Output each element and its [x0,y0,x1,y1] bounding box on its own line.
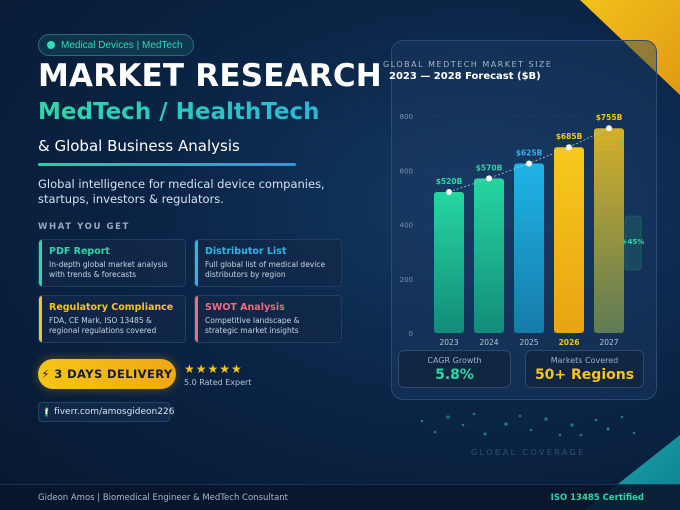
card-accent [39,240,42,286]
divider [38,163,296,166]
trend-point [566,144,572,151]
rating-stars-icon: ★★★★★ [184,362,243,376]
delivery-badge: ⚡ 3 DAYS DELIVERY [38,359,176,389]
card-accent [195,240,198,286]
fiverr-url: fiverr.com/amosgideon226 [54,407,175,417]
card-regulatory-compliance: Regulatory Compliance FDA, CE Mark, ISO … [38,295,186,343]
category-badge-label: Medical Devices | MedTech [61,39,183,51]
category-badge: Medical Devices | MedTech [38,34,194,56]
card-swot-analysis: SWOT Analysis Competitive landscape & st… [194,295,342,343]
growth-box [624,215,642,271]
bar-2027 [594,128,624,333]
card-desc: FDA, CE Mark, ISO 13485 & regional regul… [49,316,157,335]
trend-point [606,125,612,132]
x-tick-label: 2026 [559,338,580,345]
status-dot-icon [47,41,55,49]
arrow-up-icon: ↑ [619,139,626,148]
y-tick-label: 800 [400,113,413,121]
cagr-box: CAGR Growth 5.8% [398,350,511,388]
description: Global intelligence for medical device c… [38,177,325,206]
y-tick-label: 200 [400,276,413,284]
trend-point [446,188,452,195]
footer: Gideon Amos | Biomedical Engineer & MedT… [0,484,680,510]
fiverr-link[interactable]: f fiverr.com/amosgideon226 [38,402,174,422]
bar-chart: 0 200 400 600 800 $520B 2023 $570B 2024 $625B 2025… [400,113,645,345]
y-tick-label: 400 [400,222,413,230]
fiverr-icon: f [45,407,49,417]
data-label: $520B [436,177,463,186]
data-label: $625B [516,148,543,157]
card-accent [39,296,42,342]
card-title: PDF Report [49,246,110,257]
card-desc: Competitive landscape & strategic market… [205,316,300,335]
card-pdf-report: PDF Report In-depth global market analys… [38,239,186,287]
page-title: MARKET RESEARCH [38,58,382,94]
data-label: $685B [556,132,583,141]
trend-point [486,175,492,182]
card-desc: In-depth global market analysis with tre… [49,260,168,279]
x-tick-label: 2027 [599,338,618,345]
page-tagline: & Global Business Analysis [38,137,240,155]
section-label: WHAT YOU GET [38,222,130,232]
bar-2024 [474,178,504,333]
card-title: Distributor List [205,246,287,257]
card-distributor-list: Distributor List Full global list of med… [194,239,342,287]
footer-author: Gideon Amos | Biomedical Engineer & MedT… [38,493,289,503]
data-label: $755B [596,113,623,122]
world-map-dots [420,412,636,437]
growth-label: +45% [622,238,645,246]
card-accent [195,296,198,342]
bar-2023 [434,191,464,333]
bar-2026 [554,147,584,333]
x-tick-label: 2023 [439,338,458,345]
bar-2025 [514,163,544,333]
markets-label: Markets Covered [550,355,619,365]
x-tick-label: 2024 [479,338,498,345]
cagr-value: 5.8% [435,366,474,383]
data-label: $570B [476,163,503,172]
x-tick-label: 2025 [519,338,538,345]
trend-point [526,160,532,167]
chart-subtitle: 2023 — 2028 Forecast ($B) [389,71,541,82]
page-subtitle: MedTech / HealthTech [38,99,320,125]
card-title: Regulatory Compliance [49,302,174,313]
markets-value: 50+ Regions [534,366,635,383]
y-tick-label: 600 [400,167,413,175]
footer-certification: ISO 13485 Certified [550,493,644,503]
markets-box: Markets Covered 50+ Regions [525,350,644,388]
y-tick-label: 0 [409,330,413,338]
card-title: SWOT Analysis [205,302,285,313]
chart-title: GLOBAL MEDTECH MARKET SIZE [383,60,553,69]
coverage-label: GLOBAL COVERAGE [471,448,586,457]
card-desc: Full global list of medical device distr… [205,260,326,279]
cagr-label: CAGR Growth [427,355,482,365]
rating-label: 5.0 Rated Expert [184,378,252,387]
